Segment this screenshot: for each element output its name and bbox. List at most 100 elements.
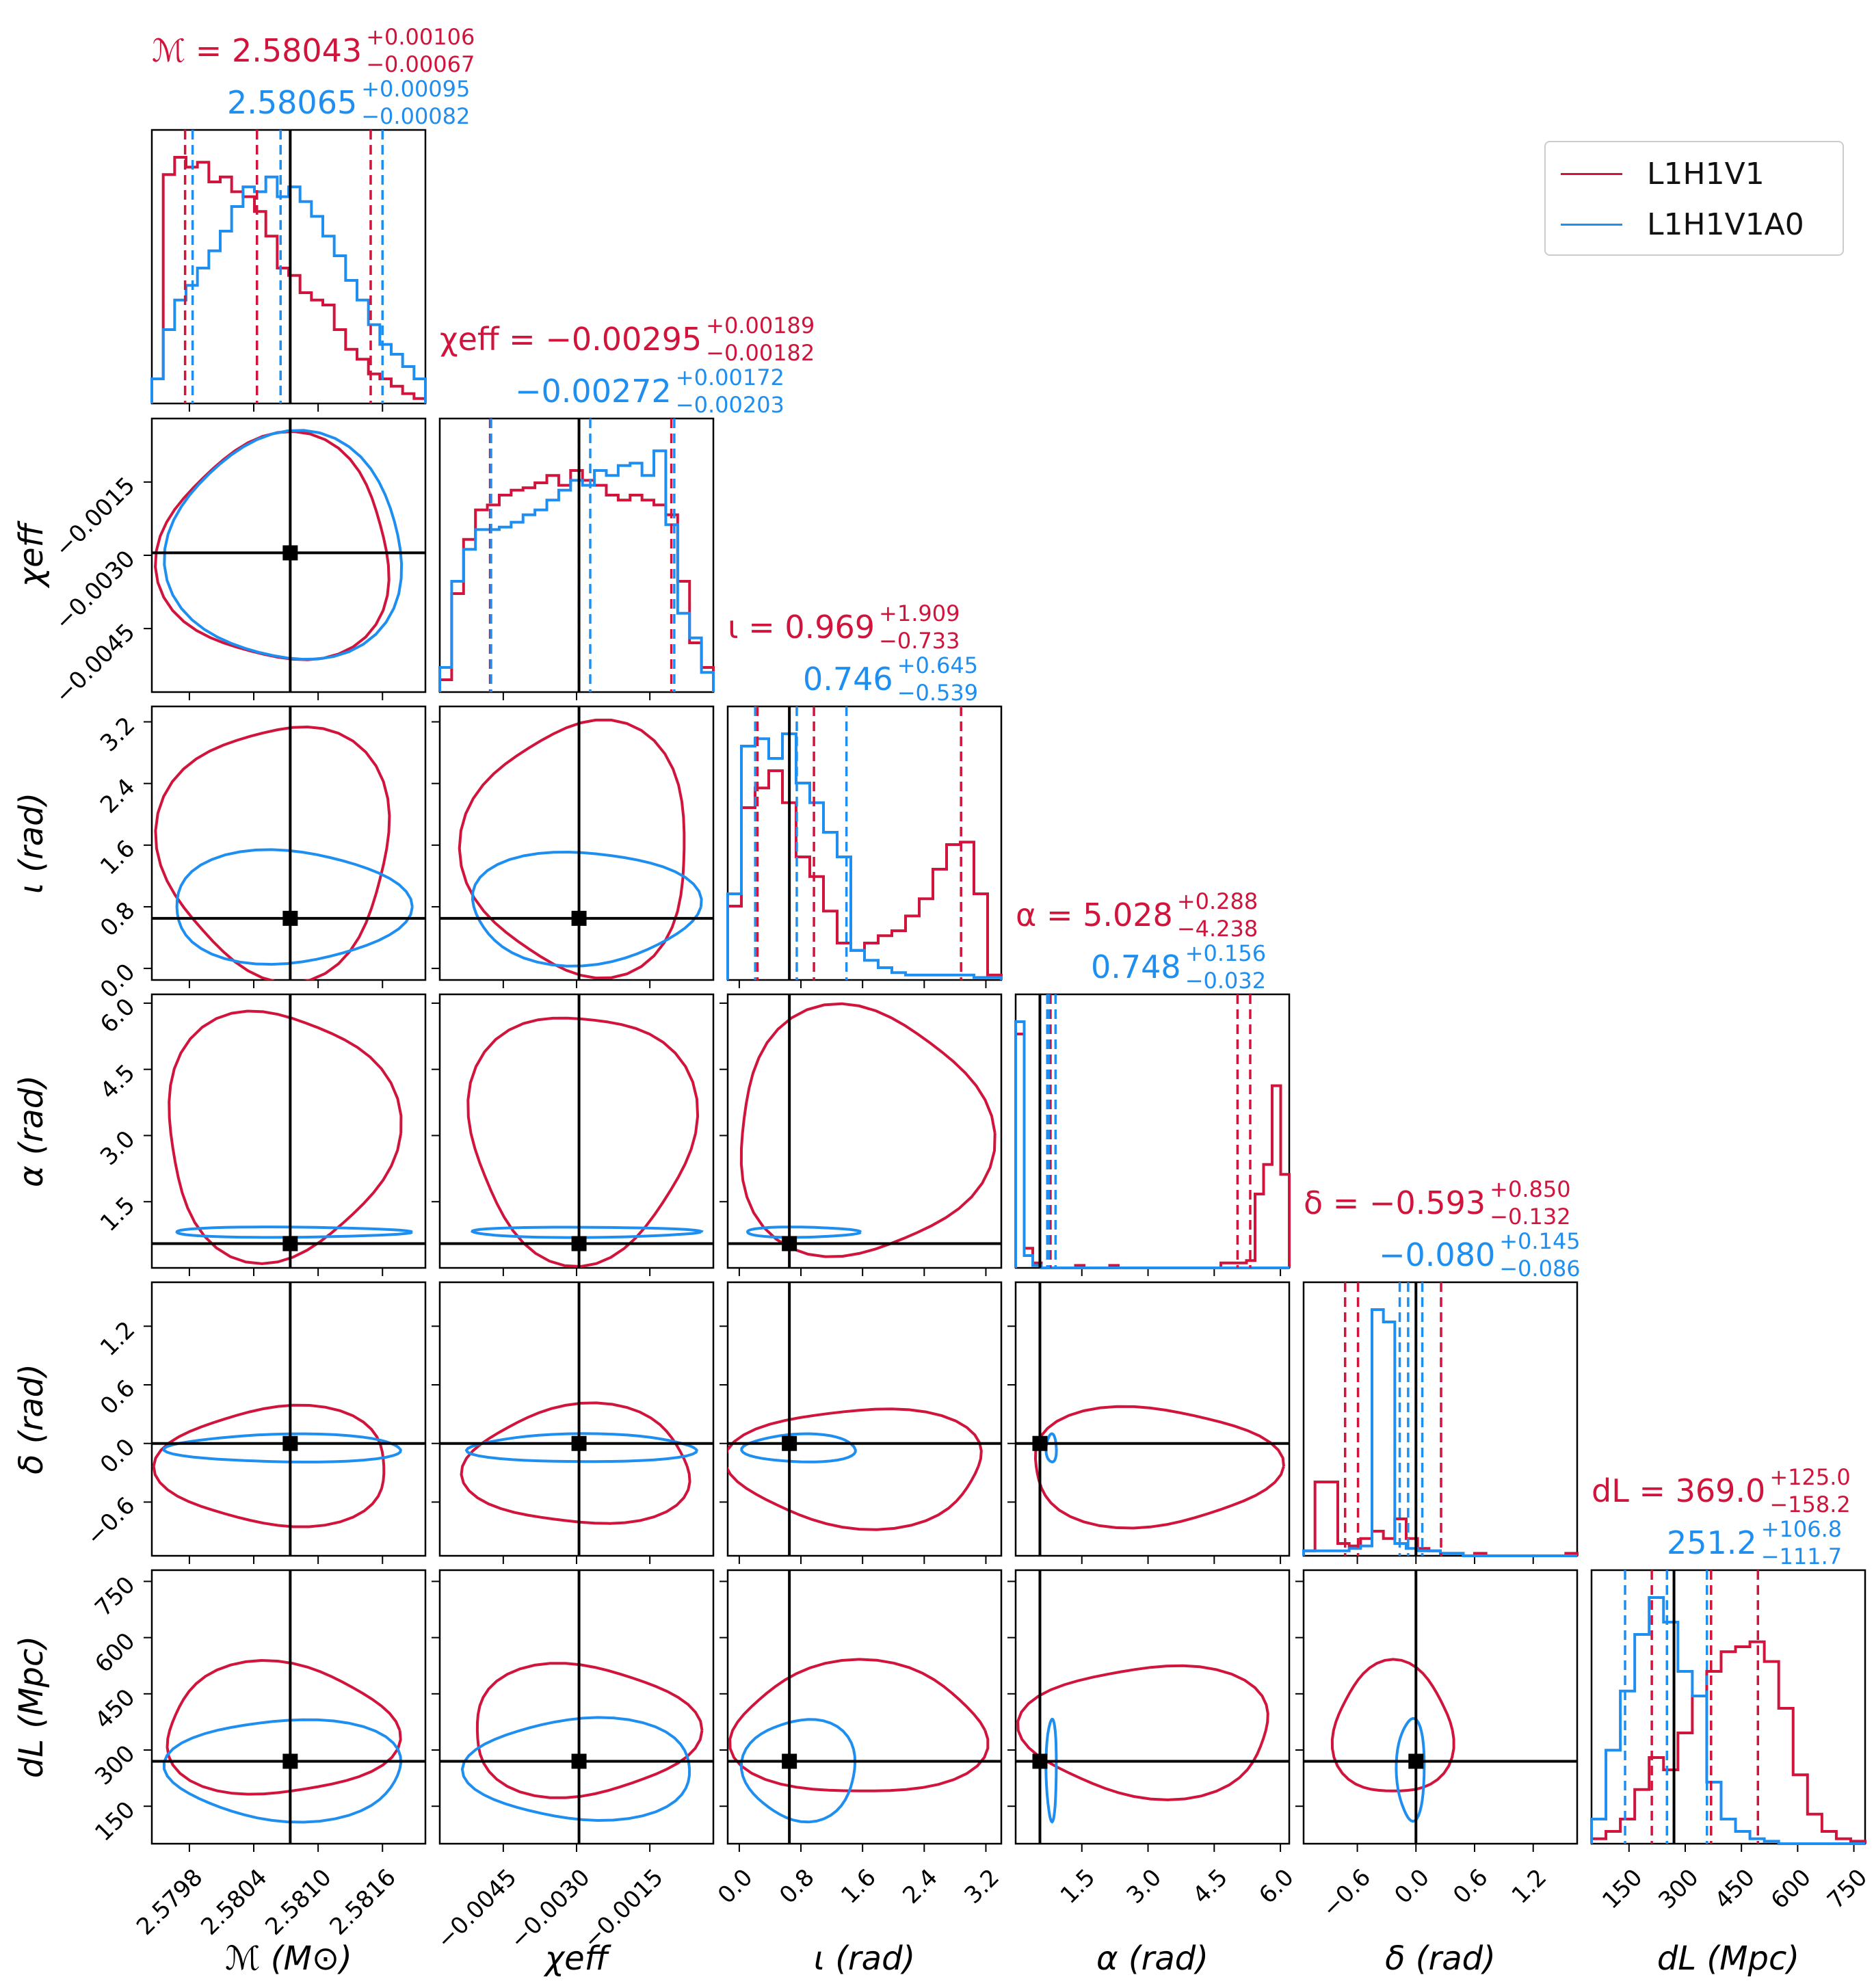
title-err-iota-l1h1v1a0-minus: −0.539 — [897, 680, 978, 706]
y-tick-label-iota: 3.2 — [95, 712, 141, 758]
truth-marker-iota-dL — [782, 1753, 797, 1768]
x-tick-label-iota: 0.0 — [713, 1864, 758, 1909]
title-err-Mc-l1h1v1-plus: +0.00106 — [366, 24, 475, 50]
x-tick-label-alpha: 4.5 — [1187, 1864, 1233, 1909]
title-iota-l1h1v1: ι = 0.969 — [728, 609, 875, 646]
title-err-alpha-l1h1v1a0-minus: −0.032 — [1185, 968, 1266, 994]
y-tick-label-alpha: 6.0 — [95, 993, 141, 1039]
title-err-Mc-l1h1v1a0-plus: +0.00095 — [361, 76, 470, 102]
truth-marker-iota-delta — [782, 1436, 797, 1451]
y-axis-label-alpha: α (rad) — [12, 1075, 51, 1187]
y-tick-label-dL: 150 — [90, 1796, 140, 1846]
title-err-dL-l1h1v1a0-plus: +106.8 — [1761, 1516, 1842, 1542]
panel-iota-dL — [728, 1570, 1001, 1844]
x-tick-label-alpha: 1.5 — [1055, 1864, 1101, 1909]
title-err-iota-l1h1v1-minus: −0.733 — [879, 628, 960, 654]
x-tick-label-Mc: 2.5810 — [260, 1864, 336, 1940]
y-tick-label-dL: 300 — [90, 1740, 140, 1790]
truth-marker-chi-alpha — [572, 1236, 587, 1251]
title-delta-l1h1v1: δ = −0.593 — [1304, 1184, 1486, 1221]
y-tick-label-delta: 0.6 — [95, 1375, 141, 1420]
title-err-chi-l1h1v1-plus: +0.00189 — [706, 313, 815, 339]
title-err-delta-l1h1v1-minus: −0.132 — [1490, 1204, 1570, 1230]
y-axis-label-dL: dL (Mpc) — [12, 1636, 51, 1778]
legend-entry-l1h1v1: L1H1V1 — [1546, 153, 1765, 194]
truth-marker-Mc-chi — [282, 545, 298, 560]
truth-marker-Mc-dL — [282, 1753, 298, 1768]
truth-marker-delta-dL — [1408, 1753, 1423, 1768]
title-err-Mc-l1h1v1-minus: −0.00067 — [366, 51, 475, 77]
x-tick-label-delta: −0.6 — [1317, 1864, 1376, 1923]
truth-marker-Mc-iota — [282, 911, 298, 926]
truth-marker-alpha-delta — [1032, 1436, 1047, 1451]
panel-chi-iota — [440, 706, 713, 980]
title-dL-l1h1v1a0: 251.2 — [1667, 1524, 1757, 1561]
title-err-dL-l1h1v1a0-minus: −111.7 — [1761, 1543, 1842, 1569]
title-err-iota-l1h1v1a0-plus: +0.645 — [897, 652, 978, 678]
truth-marker-iota-alpha — [782, 1236, 797, 1251]
legend-entry-l1h1v1a0: L1H1V1A0 — [1546, 204, 1804, 245]
y-tick-label-iota: 1.6 — [95, 835, 141, 881]
x-tick-label-iota: 1.6 — [836, 1864, 882, 1909]
x-tick-label-alpha: 6.0 — [1254, 1864, 1299, 1909]
title-err-chi-l1h1v1a0-plus: +0.00172 — [676, 365, 784, 390]
x-axis-label-chi: χeff — [543, 1939, 612, 1978]
truth-marker-chi-iota — [572, 911, 587, 926]
y-tick-label-dL: 450 — [90, 1684, 140, 1734]
legend-swatch-red — [1561, 173, 1622, 175]
title-err-chi-l1h1v1a0-minus: −0.00203 — [676, 392, 784, 418]
truth-marker-alpha-dL — [1032, 1753, 1047, 1768]
x-axis-label-Mc: ℳ (M⊙) — [225, 1939, 352, 1978]
x-axis-label-alpha: α (rad) — [1096, 1939, 1209, 1978]
x-tick-label-dL: 150 — [1597, 1864, 1648, 1914]
x-tick-label-Mc: 2.5816 — [324, 1864, 401, 1940]
title-err-chi-l1h1v1-minus: −0.00182 — [706, 340, 815, 366]
title-err-delta-l1h1v1-plus: +0.850 — [1490, 1176, 1570, 1202]
y-tick-label-iota: 0.8 — [95, 897, 141, 942]
y-tick-label-delta: 1.2 — [95, 1316, 141, 1362]
legend-label-l1h1v1a0: L1H1V1A0 — [1647, 207, 1804, 242]
x-tick-label-dL: 450 — [1710, 1864, 1760, 1914]
y-tick-label-delta: 0.0 — [95, 1433, 141, 1479]
panel-alpha-dL — [1016, 1570, 1289, 1844]
panel-delta-dL — [1304, 1570, 1577, 1844]
title-chi-l1h1v1a0: −0.00272 — [515, 373, 672, 410]
title-err-dL-l1h1v1-plus: +125.0 — [1769, 1464, 1850, 1490]
y-tick-label-chi: −0.0045 — [50, 618, 141, 709]
x-axis-label-delta: δ (rad) — [1385, 1939, 1496, 1978]
y-tick-label-chi: −0.0030 — [50, 545, 141, 636]
legend-swatch-blue — [1561, 224, 1622, 226]
truth-marker-Mc-alpha — [282, 1236, 298, 1251]
title-delta-l1h1v1a0: −0.080 — [1379, 1236, 1495, 1273]
title-err-delta-l1h1v1a0-minus: −0.086 — [1499, 1256, 1580, 1282]
panel-Mc-delta — [152, 1282, 425, 1556]
y-tick-label-alpha: 3.0 — [95, 1126, 141, 1171]
x-tick-label-Mc: 2.5804 — [196, 1864, 272, 1940]
x-tick-label-dL: 600 — [1766, 1864, 1817, 1914]
panel-dL-dL — [1592, 1570, 1865, 1844]
title-alpha-l1h1v1: α = 5.028 — [1016, 897, 1173, 933]
y-axis-label-iota: ι (rad) — [12, 793, 51, 894]
y-axis-label-delta: δ (rad) — [12, 1364, 51, 1474]
title-err-alpha-l1h1v1a0-plus: +0.156 — [1185, 940, 1266, 966]
x-tick-label-dL: 750 — [1822, 1864, 1873, 1914]
x-tick-label-delta: 0.6 — [1448, 1864, 1494, 1909]
x-tick-label-delta: 1.2 — [1507, 1864, 1553, 1909]
legend: L1H1V1 L1H1V1A0 — [1544, 141, 1844, 256]
truth-marker-chi-delta — [572, 1436, 587, 1451]
x-axis-label-dL: dL (Mpc) — [1657, 1939, 1799, 1978]
x-tick-label-chi: −0.0045 — [432, 1864, 523, 1954]
legend-label-l1h1v1: L1H1V1 — [1647, 157, 1765, 191]
y-tick-label-iota: 2.4 — [95, 773, 141, 819]
x-tick-label-iota: 2.4 — [897, 1864, 943, 1909]
title-err-alpha-l1h1v1-plus: +0.288 — [1177, 888, 1258, 914]
truth-marker-Mc-delta — [282, 1436, 298, 1451]
y-tick-label-alpha: 4.5 — [95, 1059, 141, 1105]
title-dL-l1h1v1: dL = 369.0 — [1592, 1472, 1765, 1509]
title-Mc-l1h1v1a0: 2.58065 — [227, 84, 357, 121]
title-err-iota-l1h1v1-plus: +1.909 — [879, 600, 960, 626]
panel-iota-delta — [728, 1282, 1001, 1556]
y-tick-label-alpha: 1.5 — [95, 1191, 141, 1237]
x-tick-label-Mc: 2.5798 — [131, 1864, 208, 1940]
title-err-Mc-l1h1v1a0-minus: −0.00082 — [361, 103, 470, 129]
